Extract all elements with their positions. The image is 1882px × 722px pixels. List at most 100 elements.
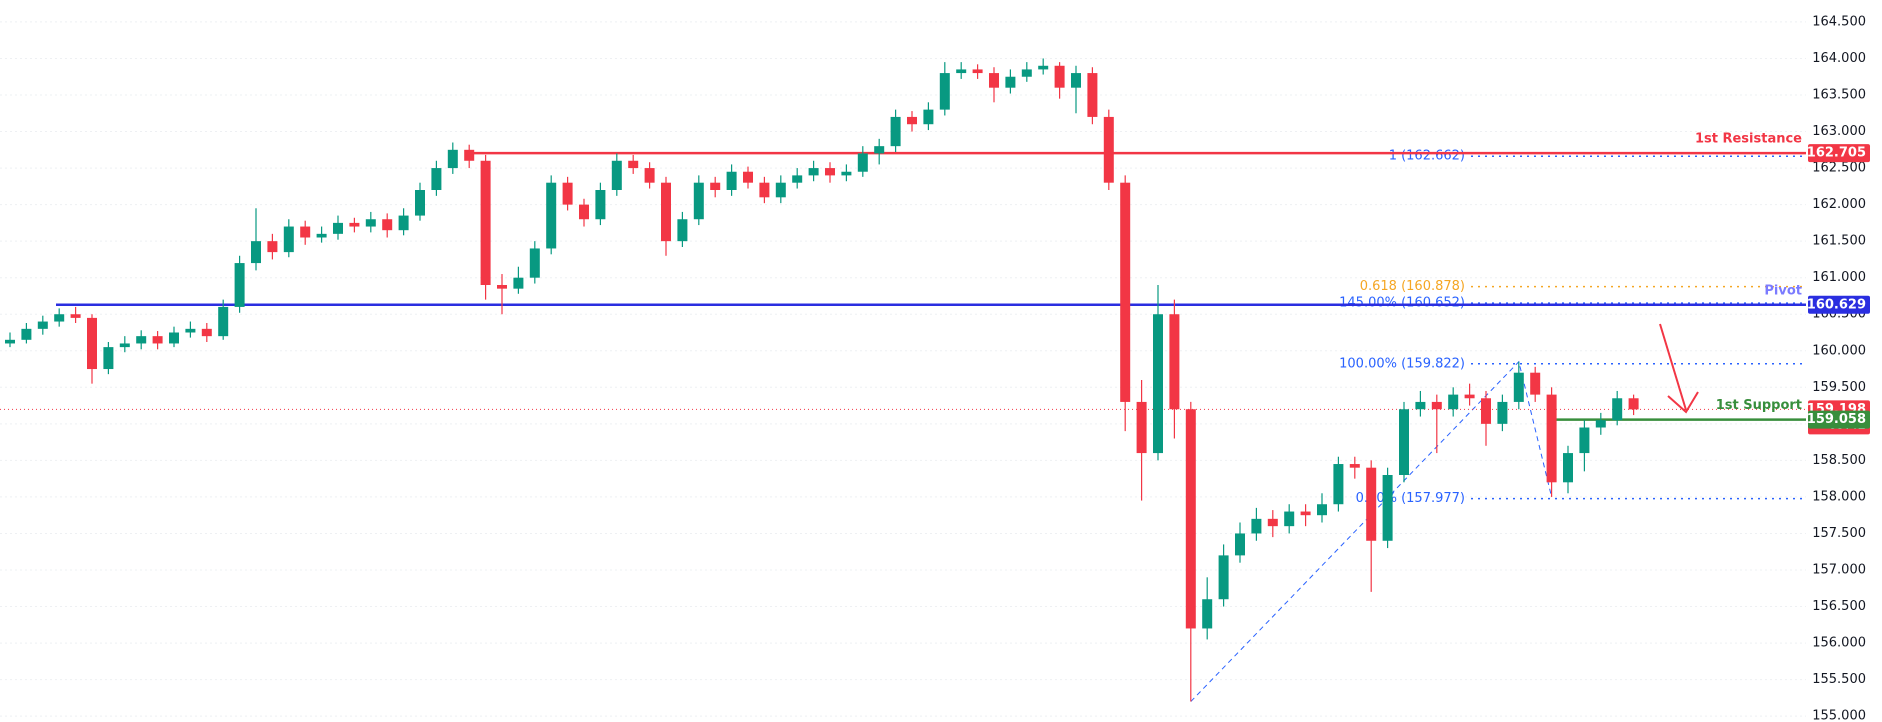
candle-body	[431, 168, 442, 190]
level-price-tag: 160.629	[1807, 297, 1866, 312]
candle-body	[1448, 394, 1459, 410]
y-tick-label: 157.500	[1812, 526, 1866, 541]
candle-body	[562, 182, 573, 205]
arrow-shaft	[1659, 323, 1687, 411]
candle-body	[989, 73, 999, 88]
candle-body	[1366, 467, 1377, 541]
candle-body	[464, 149, 475, 161]
candle-body	[54, 314, 65, 322]
level-name: Pivot	[1764, 283, 1802, 298]
candle-body	[218, 306, 229, 337]
candle-body	[497, 285, 507, 289]
candle-body	[1038, 65, 1049, 70]
candle-body	[267, 241, 278, 253]
candle-body	[857, 153, 868, 172]
candle-body	[37, 321, 48, 329]
level-price-tag-bg	[1808, 295, 1870, 314]
candle-body	[611, 160, 622, 190]
candle-body	[972, 69, 983, 74]
candle-body	[1628, 398, 1639, 410]
y-tick-label: 156.000	[1812, 636, 1866, 651]
candle-body	[595, 190, 606, 220]
candle-body	[513, 277, 524, 289]
fib-level-label: 0.618 (160.878)	[1360, 279, 1465, 294]
candle-body	[415, 190, 425, 216]
candle-body	[1579, 427, 1590, 454]
candle-body	[759, 182, 770, 198]
candle-body	[1218, 555, 1229, 600]
candle-body	[283, 226, 294, 253]
candle-body	[1317, 504, 1327, 516]
y-tick-label: 162.000	[1812, 197, 1866, 212]
candle-body	[1169, 314, 1180, 410]
candle-body	[1103, 116, 1114, 183]
candle-body	[628, 160, 639, 169]
candle-body	[1333, 464, 1344, 505]
candle-body	[1546, 394, 1557, 483]
candle-body	[1415, 401, 1426, 410]
y-tick-label: 158.000	[1812, 489, 1866, 504]
candle-body	[1071, 73, 1081, 88]
candle-body	[792, 175, 803, 183]
candle-body	[136, 336, 147, 344]
candle-body	[579, 204, 589, 220]
candle-body	[1005, 76, 1016, 88]
candle-body	[1481, 398, 1491, 424]
y-tick-label: 163.500	[1812, 88, 1866, 103]
candle-body	[382, 219, 393, 231]
y-tick-label: 157.000	[1812, 563, 1866, 578]
candle-body	[874, 146, 885, 154]
candle-body	[1087, 73, 1098, 117]
candle-body	[939, 73, 950, 110]
candle-body	[1612, 398, 1623, 421]
candle-body	[1153, 314, 1163, 454]
candle-body	[1399, 409, 1409, 475]
level-price-tag: 162.705	[1807, 146, 1866, 161]
candle-body	[1513, 372, 1524, 402]
candle-body	[546, 182, 557, 249]
candle-body	[841, 171, 852, 176]
candle-body	[956, 69, 967, 74]
candle-body	[1054, 65, 1065, 88]
candle-body	[169, 332, 179, 344]
fib-level-label: 100.00% (159.822)	[1339, 356, 1465, 371]
level-price-tag-bg	[1808, 144, 1870, 163]
candle-body	[1464, 394, 1475, 399]
y-tick-label: 160.000	[1812, 343, 1866, 358]
candle-body	[1136, 401, 1147, 454]
y-tick-label: 155.000	[1812, 709, 1866, 722]
candle-body	[1382, 475, 1393, 541]
candle-body	[103, 347, 114, 370]
candle-body	[825, 168, 835, 176]
y-tick-label: 164.000	[1812, 51, 1866, 66]
candle-body	[1595, 420, 1606, 428]
candle-body	[923, 109, 934, 125]
y-tick-label: 161.000	[1812, 270, 1866, 285]
candle-body	[1563, 453, 1573, 483]
level-price-tag: 159.058	[1807, 412, 1866, 427]
candle-body	[661, 182, 671, 242]
fib-level-label: 1 (162.662)	[1389, 149, 1465, 164]
candle-body	[693, 182, 704, 220]
arrow-head	[1667, 391, 1699, 414]
candle-body	[185, 328, 196, 333]
candle-body	[480, 160, 491, 285]
candle-body	[1349, 464, 1360, 468]
candle-body	[1235, 533, 1245, 556]
candle-body	[1284, 511, 1295, 527]
candle-body	[1530, 372, 1541, 395]
level-name: 1st Support	[1716, 398, 1802, 413]
candle-body	[70, 314, 81, 318]
candle-body	[5, 339, 15, 344]
candle-body	[251, 241, 261, 264]
y-tick-label: 158.500	[1812, 453, 1866, 468]
candle-body	[1185, 409, 1196, 629]
y-tick-label: 163.000	[1812, 124, 1866, 139]
candle-body	[1431, 401, 1442, 410]
candle-body	[21, 328, 32, 340]
candle-body	[1497, 401, 1508, 424]
candle-body	[726, 171, 737, 190]
y-tick-label: 155.500	[1812, 672, 1866, 687]
candle-body	[447, 149, 458, 169]
